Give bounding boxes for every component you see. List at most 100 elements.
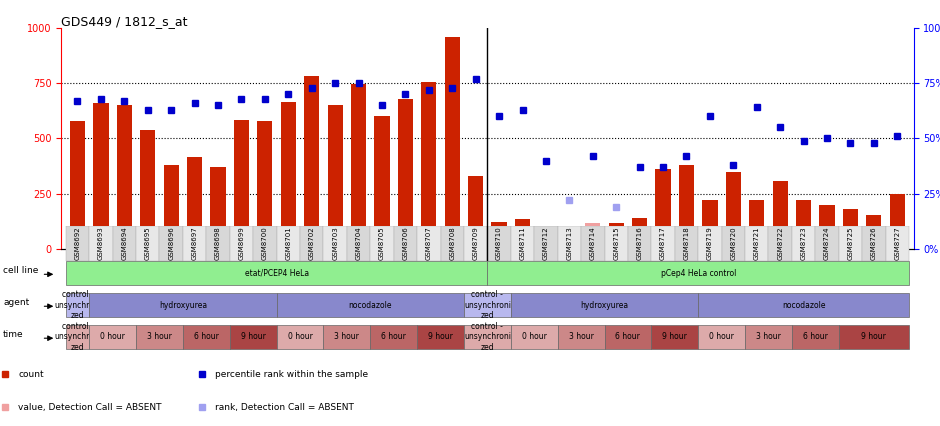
Text: nocodazole: nocodazole [782, 300, 825, 310]
Bar [628, 226, 651, 261]
Text: GSM8717: GSM8717 [660, 227, 666, 260]
Bar [838, 226, 862, 261]
Text: GDS449 / 1812_s_at: GDS449 / 1812_s_at [61, 14, 188, 28]
Bar [885, 226, 909, 261]
Text: GSM8725: GSM8725 [848, 227, 854, 260]
Bar [843, 209, 858, 249]
Bar [374, 116, 389, 249]
Text: GSM8708: GSM8708 [449, 227, 455, 260]
Text: value, Detection Call = ABSENT: value, Detection Call = ABSENT [18, 403, 162, 412]
Bar [604, 226, 628, 261]
Text: control -
unsynchroni
zed: control - unsynchroni zed [464, 290, 511, 320]
Text: agent: agent [3, 298, 29, 307]
Text: GSM8699: GSM8699 [239, 227, 244, 260]
Bar [305, 76, 320, 249]
Bar [253, 226, 276, 261]
Bar [229, 226, 253, 261]
Text: GSM8716: GSM8716 [636, 227, 643, 260]
Text: GSM8713: GSM8713 [567, 227, 572, 260]
Bar [464, 226, 487, 261]
Text: 0 hour: 0 hour [288, 332, 312, 342]
Text: GSM8709: GSM8709 [473, 227, 478, 260]
Text: GSM8712: GSM8712 [543, 227, 549, 260]
Text: GSM8694: GSM8694 [121, 227, 127, 260]
Bar [679, 214, 694, 249]
Bar [421, 82, 436, 249]
Text: GSM8698: GSM8698 [215, 227, 221, 260]
Bar [394, 226, 417, 261]
Text: 9 hour: 9 hour [861, 332, 886, 342]
Bar [534, 226, 557, 261]
Bar [889, 194, 905, 249]
Text: 0 hour: 0 hour [522, 332, 547, 342]
Text: GSM8722: GSM8722 [777, 227, 783, 260]
Bar [492, 222, 507, 249]
Text: GSM8711: GSM8711 [520, 227, 525, 260]
Text: 3 hour: 3 hour [569, 332, 593, 342]
Bar [726, 172, 741, 249]
Bar [327, 105, 343, 249]
Bar [140, 130, 155, 249]
Text: 3 hour: 3 hour [335, 332, 359, 342]
Bar [347, 226, 370, 261]
Bar [820, 205, 835, 249]
Bar [211, 167, 226, 249]
Bar [487, 226, 510, 261]
Bar [417, 226, 441, 261]
Text: GSM8706: GSM8706 [402, 227, 408, 260]
Bar [773, 181, 788, 249]
Text: 6 hour: 6 hour [382, 332, 406, 342]
Text: GSM8723: GSM8723 [801, 227, 807, 260]
Text: etat/PCEP4 HeLa: etat/PCEP4 HeLa [244, 268, 308, 278]
Text: control -
unsynchroni
zed: control - unsynchroni zed [54, 290, 101, 320]
Text: GSM8707: GSM8707 [426, 227, 431, 260]
Bar [586, 234, 601, 249]
Text: GSM8700: GSM8700 [262, 227, 268, 260]
Bar [66, 226, 89, 261]
Text: GSM8727: GSM8727 [894, 227, 901, 260]
Bar [557, 226, 581, 261]
Bar [651, 226, 675, 261]
Bar [539, 238, 554, 249]
Bar [351, 84, 367, 249]
Bar [722, 226, 745, 261]
Bar [300, 226, 323, 261]
Bar [183, 226, 206, 261]
Bar [655, 170, 670, 249]
Bar [749, 201, 764, 249]
Bar [745, 226, 769, 261]
Bar [398, 98, 413, 249]
Text: GSM8719: GSM8719 [707, 227, 713, 260]
Text: 9 hour: 9 hour [241, 332, 266, 342]
Text: GSM8721: GSM8721 [754, 227, 760, 260]
Text: GSM8724: GSM8724 [824, 227, 830, 260]
Bar [675, 226, 698, 261]
Text: 0 hour: 0 hour [709, 332, 734, 342]
Bar [562, 227, 577, 249]
Text: GSM8695: GSM8695 [145, 227, 150, 260]
Bar [632, 218, 648, 249]
Bar [815, 226, 838, 261]
Bar [136, 226, 160, 261]
Bar [441, 226, 464, 261]
Text: GSM8726: GSM8726 [870, 227, 877, 260]
Text: GSM8702: GSM8702 [308, 227, 315, 260]
Text: GSM8696: GSM8696 [168, 227, 174, 260]
Bar [769, 226, 791, 261]
Bar [698, 226, 722, 261]
Text: GSM8720: GSM8720 [730, 227, 736, 260]
Text: 3 hour: 3 hour [756, 332, 781, 342]
Text: hydroxyurea: hydroxyurea [580, 300, 629, 310]
Text: hydroxyurea: hydroxyurea [159, 300, 207, 310]
Text: GSM8718: GSM8718 [683, 227, 689, 260]
Bar [370, 226, 394, 261]
Bar [164, 165, 179, 249]
Bar [867, 215, 882, 249]
Text: count: count [18, 370, 44, 379]
Bar [468, 176, 483, 249]
Bar [206, 226, 229, 261]
Text: 0 hour: 0 hour [101, 332, 125, 342]
Text: GSM8703: GSM8703 [332, 227, 338, 260]
Bar [581, 226, 604, 261]
Bar [70, 121, 86, 249]
